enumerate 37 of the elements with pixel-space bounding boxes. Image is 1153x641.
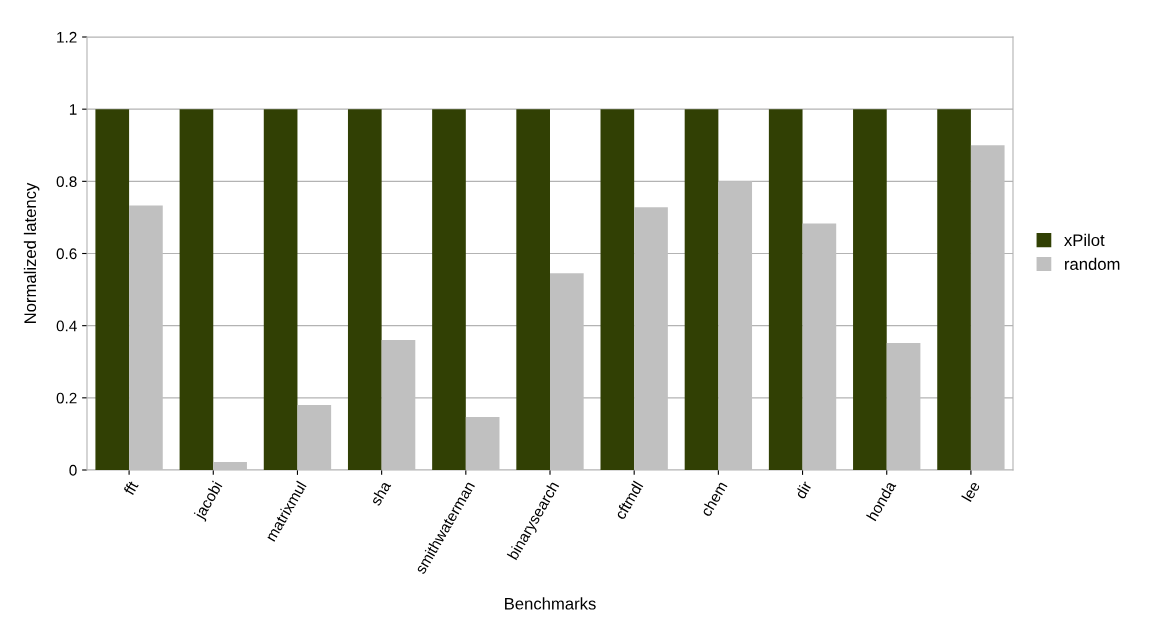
bar: [970, 145, 1005, 470]
y-tick-label: 1.2: [57, 31, 77, 43]
y-tick-label: 0.4: [56, 320, 77, 332]
x-tick-label: lee: [961, 480, 981, 503]
bar: [432, 109, 466, 470]
legend-label: random: [1065, 257, 1120, 270]
x-tick-label: dir: [794, 479, 813, 500]
bar: [381, 340, 416, 470]
x-axis-title: Benchmarks: [505, 597, 596, 610]
bar: [347, 109, 382, 470]
bar: [297, 405, 332, 470]
y-tick-label: 1: [69, 104, 77, 115]
bar: [853, 109, 887, 470]
bar: [634, 207, 668, 470]
y-tick-label: 0.8: [56, 176, 77, 188]
bar: [213, 462, 247, 470]
bar: [768, 109, 803, 470]
bar: [718, 181, 753, 470]
y-tick-label: 0: [69, 464, 77, 476]
bar: [179, 109, 214, 470]
bar: [684, 109, 719, 470]
bar: [886, 342, 921, 470]
x-tick-label: fft: [122, 479, 139, 496]
bar: [550, 273, 584, 470]
bar: [600, 109, 635, 470]
bar: [263, 109, 298, 470]
y-tick-label: 0.2: [56, 392, 77, 404]
bar: [95, 109, 130, 470]
x-tick-label: sha: [369, 479, 392, 507]
y-axis-title: Normalized latency: [23, 182, 40, 323]
bar: [937, 109, 971, 470]
bar: [129, 205, 163, 470]
bar: [516, 109, 550, 470]
y-tick-label: 0.6: [56, 248, 77, 260]
legend-label: xPilot: [1064, 233, 1105, 247]
bar: [465, 416, 500, 470]
bar: [802, 223, 837, 470]
